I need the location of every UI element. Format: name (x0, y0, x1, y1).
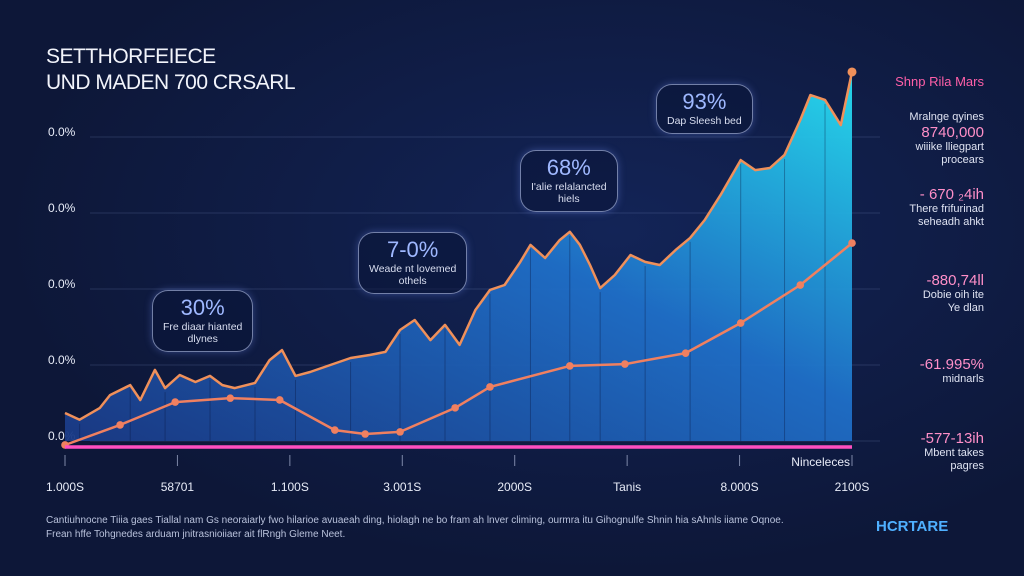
point (331, 426, 339, 434)
end-point (847, 67, 857, 77)
annotation-text: I'alie relalancted hiels (531, 181, 607, 205)
baseline-label: Ninceleces (791, 455, 850, 469)
side-subtitle: Mralnge qyines (909, 111, 984, 123)
side-text: midnarls (942, 373, 984, 385)
annotation-text: Weade nt lovemed othels (369, 263, 457, 287)
side-value: -61.995% (919, 356, 984, 373)
side-item: -880,74ll Dobie oih ite Ye dlan (923, 272, 984, 315)
area (65, 71, 852, 442)
side-item: - 670 ₂4ih There frifurinad seheadh ahkt (909, 186, 984, 229)
y-tick-label: 0.0% (48, 201, 76, 215)
annotation-value: 7-0% (387, 237, 439, 262)
x-tick-label: Tanis (613, 480, 641, 494)
x-tick-label: 2100S (835, 480, 870, 494)
point (451, 404, 459, 412)
x-tick-label: 8.000S (721, 480, 759, 494)
side-text: There frifurinad seheadh ahkt (909, 203, 984, 228)
side-value: -577-13ih (920, 430, 984, 447)
side-text: Mbent takes pagres (924, 447, 984, 472)
x-tick-label: 3.001S (383, 480, 421, 494)
chart-title: SETTHORFEIECE UND MADEN 700 CRSARL (46, 44, 296, 96)
point (848, 239, 856, 247)
title-line: SETTHORFEIECE (46, 45, 216, 68)
x-tick-label: 58701 (161, 480, 195, 494)
line (64, 242, 853, 447)
side-text: wiiike lliegpart procears (915, 141, 984, 166)
annotation: 7-0% Weade nt lovemed othels (358, 232, 468, 294)
side-value: - 670 ₂4ih (919, 186, 984, 203)
x-tick-label: 2000S (497, 480, 532, 494)
annotation-value: 68% (546, 155, 591, 180)
side-header: Shnp Rila Mars Mralnge qyines (895, 56, 984, 142)
point (796, 281, 805, 289)
x-tick-label: 1.100S (271, 480, 309, 494)
point (116, 421, 124, 429)
point (171, 398, 179, 406)
point (226, 394, 235, 402)
y-tick-label: 0.0% (48, 125, 76, 139)
side-item: -61.995% midnarls (920, 356, 984, 386)
annotation-value: 30% (180, 295, 225, 320)
y-tick-label: 0.0% (48, 277, 76, 291)
point (486, 383, 494, 391)
annotation-value: 93% (682, 89, 727, 114)
annotation: 30% Fre diaar hianted dlynes (152, 290, 254, 352)
side-item: -577-13ih Mbent takes pagres (921, 430, 984, 473)
point (361, 430, 369, 438)
side-value: 8740,000 (921, 124, 984, 141)
footer: Cantiuhnocne Tiiia gaes Tiallal nam Gs n… (46, 515, 784, 540)
y-tick-label: 0.0% (48, 353, 76, 367)
side-item: 8740,000 wiiike lliegpart procears (916, 124, 984, 167)
side-title: Shnp Rila Mars (895, 74, 984, 89)
point (621, 360, 629, 368)
point (396, 428, 404, 436)
point (566, 362, 574, 370)
point (275, 396, 284, 404)
area-outline (64, 71, 854, 421)
point (681, 349, 690, 357)
title-line: UND MADEN 700 CRSARL (46, 71, 296, 94)
x-tick-label: 1.000S (46, 480, 84, 494)
logo: HCRTARE (876, 518, 949, 535)
annotation: 93% Dap Sleesh bed (656, 84, 753, 134)
side-text: Dobie oih ite Ye dlan (922, 289, 984, 314)
annotation-text: Fre diaar hianted dlynes (163, 321, 243, 345)
side-value: -880,74ll (926, 272, 984, 289)
annotation: 68% I'alie relalancted hiels (520, 150, 618, 212)
annotation-text: Dap Sleesh bed (667, 115, 742, 127)
point (736, 319, 745, 327)
